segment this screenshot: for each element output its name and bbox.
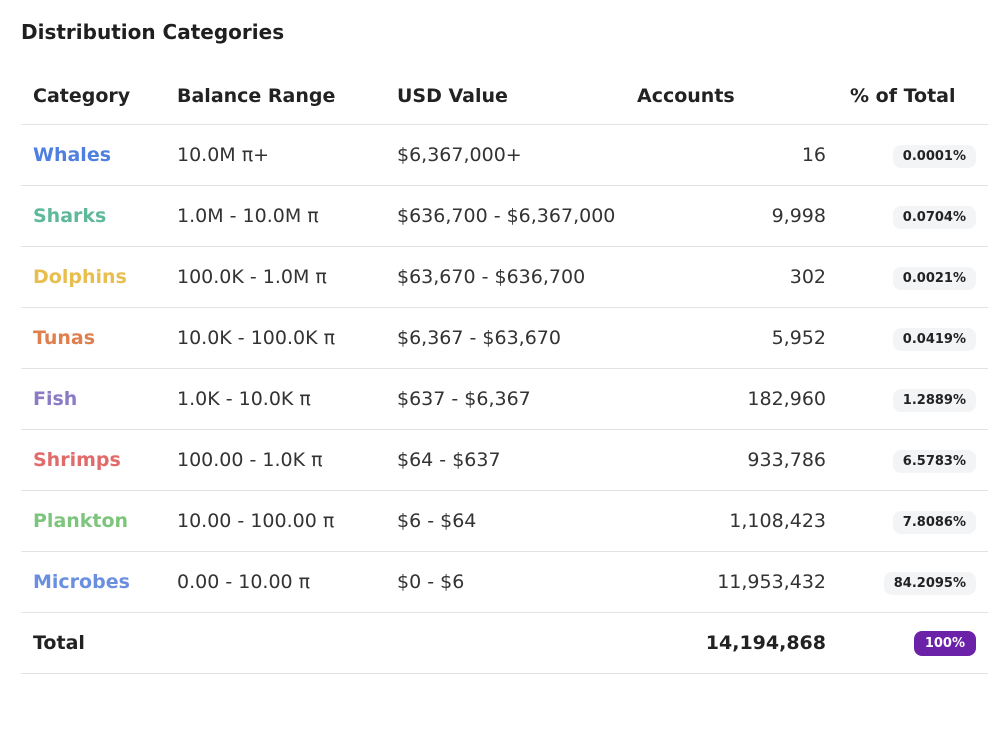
usd-value: $63,670 - $636,700 <box>385 246 625 308</box>
balance-range: 10.0K - 100.0K π <box>165 307 385 369</box>
category-name: Fish <box>21 368 165 430</box>
header-usd-value: USD Value <box>385 67 625 125</box>
distribution-table: Category Balance Range USD Value Account… <box>21 67 988 674</box>
balance-range: 1.0K - 10.0K π <box>165 368 385 430</box>
header-balance-range: Balance Range <box>165 67 385 125</box>
accounts-count: 182,960 <box>625 368 838 430</box>
accounts-count: 302 <box>625 246 838 308</box>
category-name: Sharks <box>21 185 165 247</box>
table-row: Tunas 10.0K - 100.0K π $6,367 - $63,670 … <box>21 307 988 369</box>
usd-value: $637 - $6,367 <box>385 368 625 430</box>
category-name: Tunas <box>21 307 165 369</box>
category-name: Dolphins <box>21 246 165 308</box>
balance-range: 100.00 - 1.0K π <box>165 429 385 491</box>
usd-value: $0 - $6 <box>385 551 625 613</box>
accounts-count: 16 <box>625 124 838 186</box>
category-name: Plankton <box>21 490 165 552</box>
table-row: Microbes 0.00 - 10.00 π $0 - $6 11,953,4… <box>21 551 988 613</box>
category-name: Microbes <box>21 551 165 613</box>
total-accounts: 14,194,868 <box>625 612 838 674</box>
pct-badge: 0.0419% <box>892 327 976 351</box>
page-title: Distribution Categories <box>21 20 285 44</box>
table-row: Plankton 10.00 - 100.00 π $6 - $64 1,108… <box>21 490 988 552</box>
balance-range: 1.0M - 10.0M π <box>165 185 385 247</box>
category-name: Whales <box>21 124 165 186</box>
pct-badge: 0.0704% <box>892 205 976 229</box>
header-category: Category <box>21 67 165 125</box>
accounts-count: 1,108,423 <box>625 490 838 552</box>
header-accounts: Accounts <box>625 67 838 125</box>
total-pct-badge: 100% <box>913 631 976 656</box>
usd-value: $6 - $64 <box>385 490 625 552</box>
pct-badge: 0.0021% <box>892 266 976 290</box>
usd-value: $636,700 - $6,367,000 <box>385 185 625 247</box>
pct-badge: 7.8086% <box>892 510 976 534</box>
usd-value: $6,367,000+ <box>385 124 625 186</box>
balance-range: 0.00 - 10.00 π <box>165 551 385 613</box>
accounts-count: 11,953,432 <box>625 551 838 613</box>
total-row: Total 14,194,868 100% <box>21 612 988 674</box>
accounts-count: 9,998 <box>625 185 838 247</box>
balance-range: 10.00 - 100.00 π <box>165 490 385 552</box>
table-row: Whales 10.0M π+ $6,367,000+ 16 0.0001% <box>21 124 988 186</box>
table-row: Sharks 1.0M - 10.0M π $636,700 - $6,367,… <box>21 185 988 247</box>
total-label: Total <box>21 612 165 674</box>
table-row: Dolphins 100.0K - 1.0M π $63,670 - $636,… <box>21 246 988 308</box>
accounts-count: 933,786 <box>625 429 838 491</box>
table-row: Fish 1.0K - 10.0K π $637 - $6,367 182,96… <box>21 368 988 430</box>
table-header-row: Category Balance Range USD Value Account… <box>21 67 988 125</box>
table-row: Shrimps 100.00 - 1.0K π $64 - $637 933,7… <box>21 429 988 491</box>
pct-badge: 1.2889% <box>892 388 976 412</box>
usd-value: $64 - $637 <box>385 429 625 491</box>
usd-value: $6,367 - $63,670 <box>385 307 625 369</box>
pct-badge: 84.2095% <box>883 571 976 595</box>
balance-range: 10.0M π+ <box>165 124 385 186</box>
balance-range: 100.0K - 1.0M π <box>165 246 385 308</box>
header-pct-total: % of Total <box>838 67 988 125</box>
pct-badge: 0.0001% <box>892 144 976 168</box>
category-name: Shrimps <box>21 429 165 491</box>
pct-badge: 6.5783% <box>892 449 976 473</box>
accounts-count: 5,952 <box>625 307 838 369</box>
